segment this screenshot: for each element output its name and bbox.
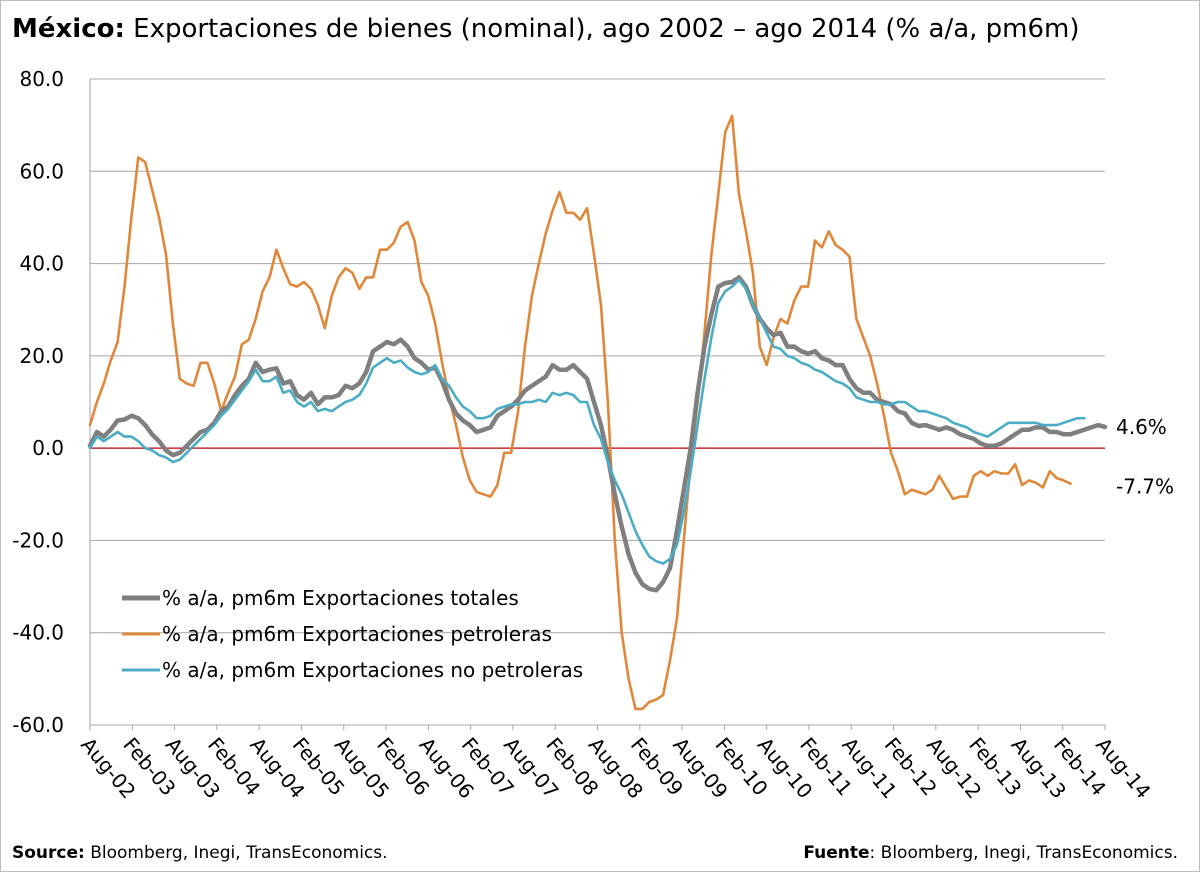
source-text: Bloomberg, Inegi, TransEconomics.: [84, 843, 388, 863]
y-tick-label: 20.0: [19, 344, 64, 368]
legend-label-petroleras: % a/a, pm6m Exportaciones petroleras: [162, 622, 552, 646]
fuente-note: Fuente: Bloomberg, Inegi, TransEconomics…: [803, 843, 1178, 863]
series-lines: [87, 114, 1108, 711]
chart-title-country: México:: [12, 14, 125, 44]
y-tick-label: -40.0: [12, 621, 64, 645]
series-line-petroleras: [88, 114, 1072, 711]
fuente-label: Fuente: [803, 843, 870, 863]
fuente-text: : Bloomberg, Inegi, TransEconomics.: [869, 843, 1178, 863]
series-line-no_petroleras: [88, 278, 1086, 565]
legend-label-no_petroleras: % a/a, pm6m Exportaciones no petroleras: [162, 658, 583, 682]
y-tick-label: -60.0: [12, 713, 64, 737]
series-line-total: [87, 275, 1108, 593]
legend-label-total: % a/a, pm6m Exportaciones totales: [162, 586, 519, 610]
chart-title: México: Exportaciones de bienes (nominal…: [12, 14, 1080, 44]
end-label-petroleras: -7.7%: [1116, 475, 1174, 499]
end-labels: 4.6% -7.7%: [1116, 415, 1174, 499]
source-note: Source: Bloomberg, Inegi, TransEconomics…: [12, 843, 388, 863]
y-tick-label: 40.0: [19, 252, 64, 276]
y-axis-ticks: 80.0 60.0 40.0 20.0 0.0 -20.0 -40.0 -60.0: [12, 67, 64, 737]
end-label-total: 4.6%: [1116, 415, 1167, 439]
y-tick-label: 0.0: [32, 436, 64, 460]
chart-title-text: Exportaciones de bienes (nominal), ago 2…: [124, 14, 1080, 44]
y-tick-label: 60.0: [19, 159, 64, 183]
source-label: Source:: [12, 843, 85, 863]
x-axis-ticks: Aug-02Feb-03Aug-03Feb-04Aug-04Feb-05Aug-…: [76, 725, 1156, 803]
y-tick-label: 80.0: [19, 67, 64, 91]
legend: % a/a, pm6m Exportaciones totales % a/a, …: [122, 586, 583, 682]
y-tick-label: -20.0: [12, 528, 64, 552]
